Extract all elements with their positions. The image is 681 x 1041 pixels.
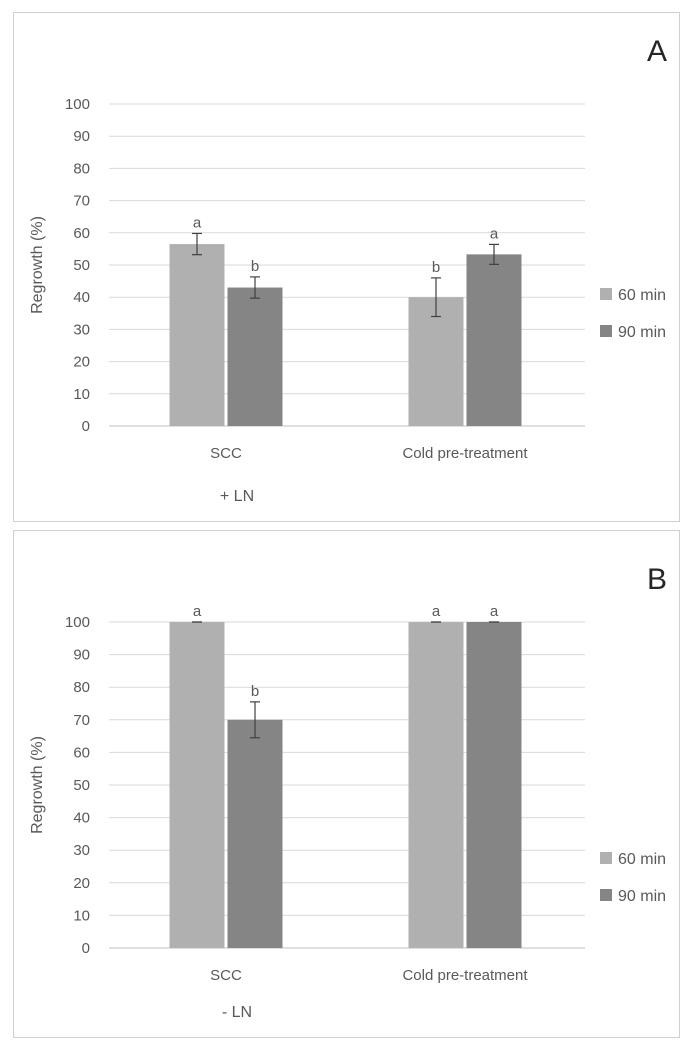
y-axis-label: Regrowth (%) bbox=[29, 736, 46, 834]
significance-letter: a bbox=[432, 603, 441, 620]
y-tick-label: 10 bbox=[73, 386, 90, 403]
y-tick-label: 60 bbox=[73, 744, 90, 761]
bar-90-scc bbox=[227, 719, 283, 948]
chart-panel-a: A 0 10 20 30 40 50 60 70 80 90 100 Regrowth (%) a b SCC… bbox=[13, 12, 680, 522]
category-label: Cold pre-treatment bbox=[402, 967, 528, 984]
significance-letter: b bbox=[432, 259, 440, 276]
legend-swatch bbox=[600, 889, 612, 901]
chart-b-svg: B 0 10 20 30 40 50 60 70 80 90 100 Regrowth (%) a b SCC… bbox=[29, 563, 667, 1021]
bar-90-scc bbox=[227, 287, 283, 426]
significance-letter: a bbox=[490, 225, 499, 242]
x-axis-label: - LN bbox=[222, 1004, 252, 1021]
panel-label: A bbox=[647, 35, 667, 68]
bar-60-scc bbox=[169, 622, 225, 948]
significance-letter: b bbox=[251, 683, 259, 700]
legend-label: 90 min bbox=[618, 324, 666, 341]
category-label: SCC bbox=[210, 967, 242, 984]
y-axis-label: Regrowth (%) bbox=[29, 216, 46, 314]
significance-letter: a bbox=[193, 214, 202, 231]
bar-90-cold bbox=[466, 254, 522, 426]
y-tick-label: 100 bbox=[65, 614, 90, 631]
y-tick-label: 50 bbox=[73, 777, 90, 794]
y-tick-label: 30 bbox=[73, 842, 90, 859]
bar-60-cold bbox=[408, 622, 464, 948]
y-tick-label: 90 bbox=[73, 647, 90, 664]
category-label: SCC bbox=[210, 445, 242, 462]
y-tick-label: 80 bbox=[73, 160, 90, 177]
legend-swatch bbox=[600, 288, 612, 300]
y-tick-label: 80 bbox=[73, 679, 90, 696]
y-tick-label: 100 bbox=[65, 96, 90, 113]
bar-60-scc bbox=[169, 244, 225, 426]
x-axis-label: + LN bbox=[220, 488, 254, 505]
bar-90-cold bbox=[466, 622, 522, 948]
y-tick-label: 70 bbox=[73, 193, 90, 210]
legend-label: 90 min bbox=[618, 888, 666, 905]
y-tick-label: 20 bbox=[73, 354, 90, 371]
bar-60-cold bbox=[408, 297, 464, 426]
legend-swatch bbox=[600, 852, 612, 864]
y-tick-label: 40 bbox=[73, 810, 90, 827]
legend-label: 60 min bbox=[618, 851, 666, 868]
panel-label: B bbox=[647, 563, 667, 596]
y-tick-label: 30 bbox=[73, 321, 90, 338]
y-tick-label: 0 bbox=[82, 418, 90, 435]
chart-a-svg: A 0 10 20 30 40 50 60 70 80 90 100 Regrowth (%) a b SCC… bbox=[29, 35, 667, 505]
legend-swatch bbox=[600, 325, 612, 337]
significance-letter: a bbox=[490, 603, 499, 620]
significance-letter: b bbox=[251, 258, 259, 275]
y-tick-label: 20 bbox=[73, 875, 90, 892]
y-tick-label: 10 bbox=[73, 907, 90, 924]
y-tick-label: 60 bbox=[73, 225, 90, 242]
y-tick-label: 40 bbox=[73, 289, 90, 306]
y-tick-label: 0 bbox=[82, 940, 90, 957]
legend-label: 60 min bbox=[618, 287, 666, 304]
y-tick-label: 50 bbox=[73, 257, 90, 274]
y-tick-label: 70 bbox=[73, 712, 90, 729]
category-label: Cold pre-treatment bbox=[402, 445, 528, 462]
y-tick-label: 90 bbox=[73, 128, 90, 145]
significance-letter: a bbox=[193, 603, 202, 620]
chart-panel-b: B 0 10 20 30 40 50 60 70 80 90 100 Regrowth (%) a b SCC… bbox=[13, 530, 680, 1038]
